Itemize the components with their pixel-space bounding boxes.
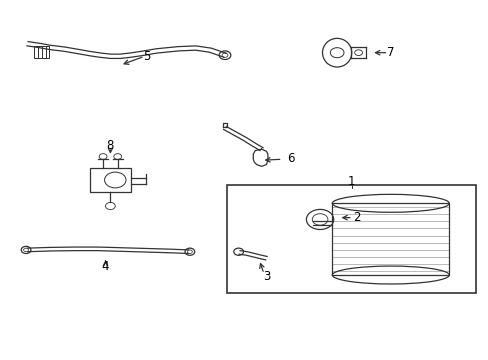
Bar bbox=[89, 168, 131, 192]
Text: 6: 6 bbox=[286, 152, 294, 165]
Text: 8: 8 bbox=[106, 139, 114, 152]
Bar bbox=[38, 45, 41, 58]
Bar bbox=[41, 45, 45, 58]
Bar bbox=[331, 203, 448, 275]
Bar bbox=[45, 45, 49, 58]
Text: 2: 2 bbox=[352, 211, 360, 224]
Bar bbox=[34, 45, 38, 58]
Text: 1: 1 bbox=[347, 175, 355, 188]
Text: 5: 5 bbox=[143, 50, 150, 63]
Text: 4: 4 bbox=[102, 260, 109, 273]
Text: 7: 7 bbox=[386, 46, 394, 59]
Bar bbox=[227, 185, 475, 293]
Text: 3: 3 bbox=[262, 270, 269, 283]
